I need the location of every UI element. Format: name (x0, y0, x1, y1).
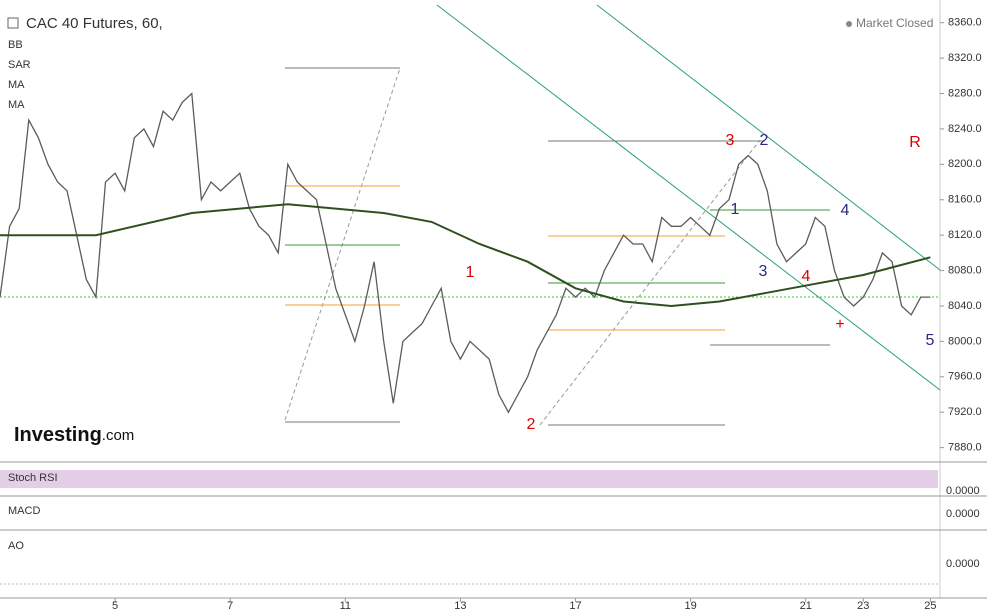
wave-label: 2 (527, 416, 536, 433)
status-dot (846, 21, 852, 27)
x-tick-label: 11 (340, 600, 351, 612)
logo: Investing.com (14, 424, 134, 446)
x-tick-label: 17 (569, 600, 581, 612)
indicator-label[interactable]: SAR (8, 59, 31, 71)
wave-label: 5 (926, 332, 935, 349)
y-tick-label: 8000.0 (948, 335, 982, 347)
y-tick-label: 8120.0 (948, 229, 982, 241)
x-tick-label: 19 (684, 600, 696, 612)
wave-label: 3 (726, 132, 735, 149)
indicator-label[interactable]: MA (8, 79, 25, 91)
y-tick-label: 8080.0 (948, 264, 982, 276)
trend-line (284, 67, 401, 421)
indicator-label[interactable]: BB (8, 39, 23, 51)
series-line (0, 203, 931, 308)
logo-suffix: .com (102, 427, 135, 444)
y-tick-label: 8280.0 (948, 87, 982, 99)
wave-label: 3 (759, 263, 768, 280)
y-tick-label: 7880.0 (948, 442, 982, 454)
wave-label: 1 (466, 264, 475, 281)
panel-zero-label: 0.0000 (946, 558, 980, 570)
stoch-band (0, 470, 938, 488)
y-tick-label: 8160.0 (948, 194, 982, 206)
wave-label: + (835, 316, 844, 333)
wave-label: 2 (760, 132, 769, 149)
wave-label: 4 (841, 202, 850, 219)
trend-line (596, 4, 941, 271)
y-tick-label: 8240.0 (948, 123, 982, 135)
x-tick-label: 7 (227, 600, 233, 612)
panel-label: MACD (8, 505, 40, 517)
logo-brand: Investing (14, 424, 102, 446)
series-line (0, 92, 931, 414)
wave-label: 4 (802, 268, 811, 285)
wave-label: 1 (731, 201, 740, 218)
x-tick-label: 23 (857, 600, 869, 612)
y-tick-label: 8360.0 (948, 17, 982, 29)
x-tick-label: 25 (924, 600, 936, 612)
chart-title: CAC 40 Futures, 60, (26, 15, 163, 32)
market-status: Market Closed (856, 16, 933, 30)
panel-label: AO (8, 540, 24, 552)
y-tick-label: 7960.0 (948, 371, 982, 383)
indicator-label[interactable]: MA (8, 99, 25, 111)
x-tick-label: 13 (454, 600, 466, 612)
x-tick-label: 21 (800, 600, 812, 612)
x-tick-label: 5 (112, 600, 118, 612)
y-tick-label: 8320.0 (948, 52, 982, 64)
trend-line (436, 4, 941, 391)
panel-label: Stoch RSI (8, 472, 58, 484)
collapse-icon[interactable] (7, 17, 19, 29)
y-tick-label: 8040.0 (948, 300, 982, 312)
panel-zero-label: 0.0000 (946, 508, 980, 520)
panel-zero-label: 0.0000 (946, 485, 980, 497)
y-tick-label: 7920.0 (948, 406, 982, 418)
wave-label: R (909, 134, 921, 151)
y-tick-label: 8200.0 (948, 158, 982, 170)
